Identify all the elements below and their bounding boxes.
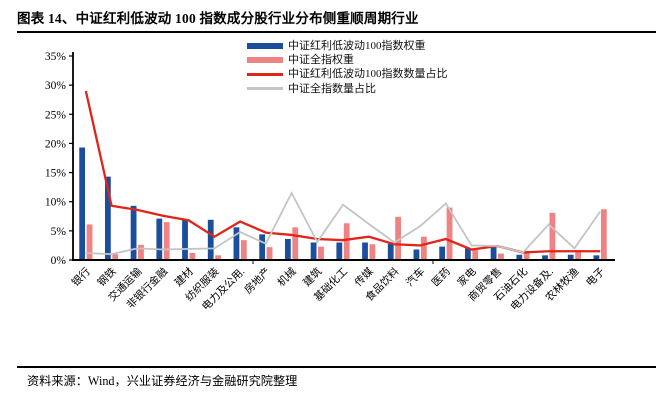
bar-series1-cat18	[549, 212, 556, 260]
legend-label: 中证全指数量占比	[288, 82, 376, 95]
bar-series0-cat13	[413, 249, 420, 260]
bar-series1-cat16	[498, 253, 504, 260]
bar-series1-cat4	[189, 253, 196, 260]
bar-series1-cat8	[292, 227, 299, 260]
y-axis-label: 30%	[45, 80, 67, 92]
line-series-0	[84, 90, 601, 254]
chart-title: 图表 14、中证红利低波动 100 指数成分股行业分布侧重顺周期行业	[17, 11, 419, 26]
bar-series1-cat7	[266, 247, 273, 260]
x-axis-label-0: 银行	[69, 265, 93, 289]
bar-series1-cat6	[240, 240, 247, 260]
title-divider	[17, 31, 656, 33]
x-axis-label-9: 建筑	[300, 265, 324, 289]
bar-series1-cat5	[215, 255, 222, 260]
x-axis-label-8: 机械	[275, 265, 299, 289]
legend-item-1: 中证全指权重	[247, 53, 448, 67]
y-axis-label: 0%	[51, 255, 67, 267]
bar-series1-cat10	[343, 223, 350, 260]
bar-series1-cat20	[600, 209, 607, 260]
bar-series0-cat0	[79, 147, 86, 260]
bar-series1-cat0	[86, 224, 93, 260]
x-axis-label-13: 汽车	[403, 265, 427, 289]
bar-series1-cat13	[420, 236, 427, 260]
bar-series1-cat2	[138, 244, 144, 260]
bar-series0-cat8	[284, 239, 291, 260]
bar-series0-cat2	[130, 205, 137, 260]
bar-series0-cat16	[490, 247, 497, 260]
y-axis-label: 10%	[45, 197, 67, 209]
bar-series0-cat4	[182, 219, 188, 260]
y-axis-label: 15%	[45, 168, 67, 180]
x-axis-label-4: 建材	[172, 265, 196, 289]
bar-series1-cat19	[575, 250, 582, 260]
bar-series1-cat17	[523, 252, 530, 260]
chart-legend: 中证红利低波动100指数权重 中证全指权重 中证红利低波动100指数数量占比 中证全指…	[247, 39, 448, 96]
bar-series0-cat6	[233, 227, 240, 260]
bar-series1-cat15	[472, 250, 479, 260]
legend-bar-swatch	[247, 43, 283, 50]
legend-label: 中证红利低波动100指数权重	[288, 40, 426, 52]
bar-series0-cat11	[362, 242, 368, 260]
y-axis-label: 25%	[45, 109, 67, 121]
bar-series1-cat12	[395, 216, 402, 260]
bar-series0-cat5	[207, 219, 214, 260]
x-axis-label-1: 钢铁	[95, 265, 119, 289]
legend-bar-swatch	[247, 57, 283, 64]
source-divider	[17, 366, 656, 368]
x-axis-label-7: 房地产	[242, 265, 273, 296]
y-axis-label: 20%	[45, 138, 67, 150]
bar-series0-cat10	[336, 242, 343, 260]
x-axis-label-20: 电子	[583, 265, 607, 289]
legend-line-swatch	[247, 73, 283, 76]
bar-series0-cat1	[104, 176, 111, 260]
x-axis-label-15: 家电	[455, 265, 479, 289]
bar-series0-cat18	[542, 255, 548, 260]
bar-series1-cat3	[163, 222, 170, 260]
bar-series0-cat15	[464, 248, 471, 260]
y-axis-label: 5%	[51, 226, 67, 238]
bar-series0-cat7	[259, 234, 266, 260]
line-series-1	[85, 191, 601, 256]
source-note: 资料来源：Wind，兴业证券经济与金融研究院整理	[27, 374, 298, 388]
bar-series1-cat1	[112, 254, 119, 260]
bar-series0-cat9	[310, 242, 317, 260]
bar-series0-cat17	[516, 254, 523, 260]
bar-series0-cat20	[593, 255, 600, 260]
legend-label: 中证全指权重	[288, 54, 354, 67]
legend-line-swatch	[247, 87, 283, 90]
x-axis-label-11: 传媒	[352, 265, 376, 289]
bar-series1-cat9	[318, 246, 324, 260]
bar-series1-cat14	[446, 207, 453, 260]
bar-series0-cat19	[567, 254, 574, 260]
x-axis-label-14: 医药	[430, 266, 453, 289]
bar-series0-cat3	[156, 218, 163, 260]
legend-item-0: 中证红利低波动100指数权重	[247, 39, 448, 53]
legend-label: 中证红利低波动100指数数量占比	[288, 68, 448, 81]
bar-series0-cat12	[387, 243, 394, 260]
bar-series1-cat11	[369, 244, 376, 260]
legend-item-3: 中证全指数量占比	[247, 82, 448, 96]
legend-item-2: 中证红利低波动100指数数量占比	[247, 67, 448, 81]
bar-series0-cat14	[439, 246, 446, 260]
y-axis-label: 35%	[45, 51, 67, 63]
